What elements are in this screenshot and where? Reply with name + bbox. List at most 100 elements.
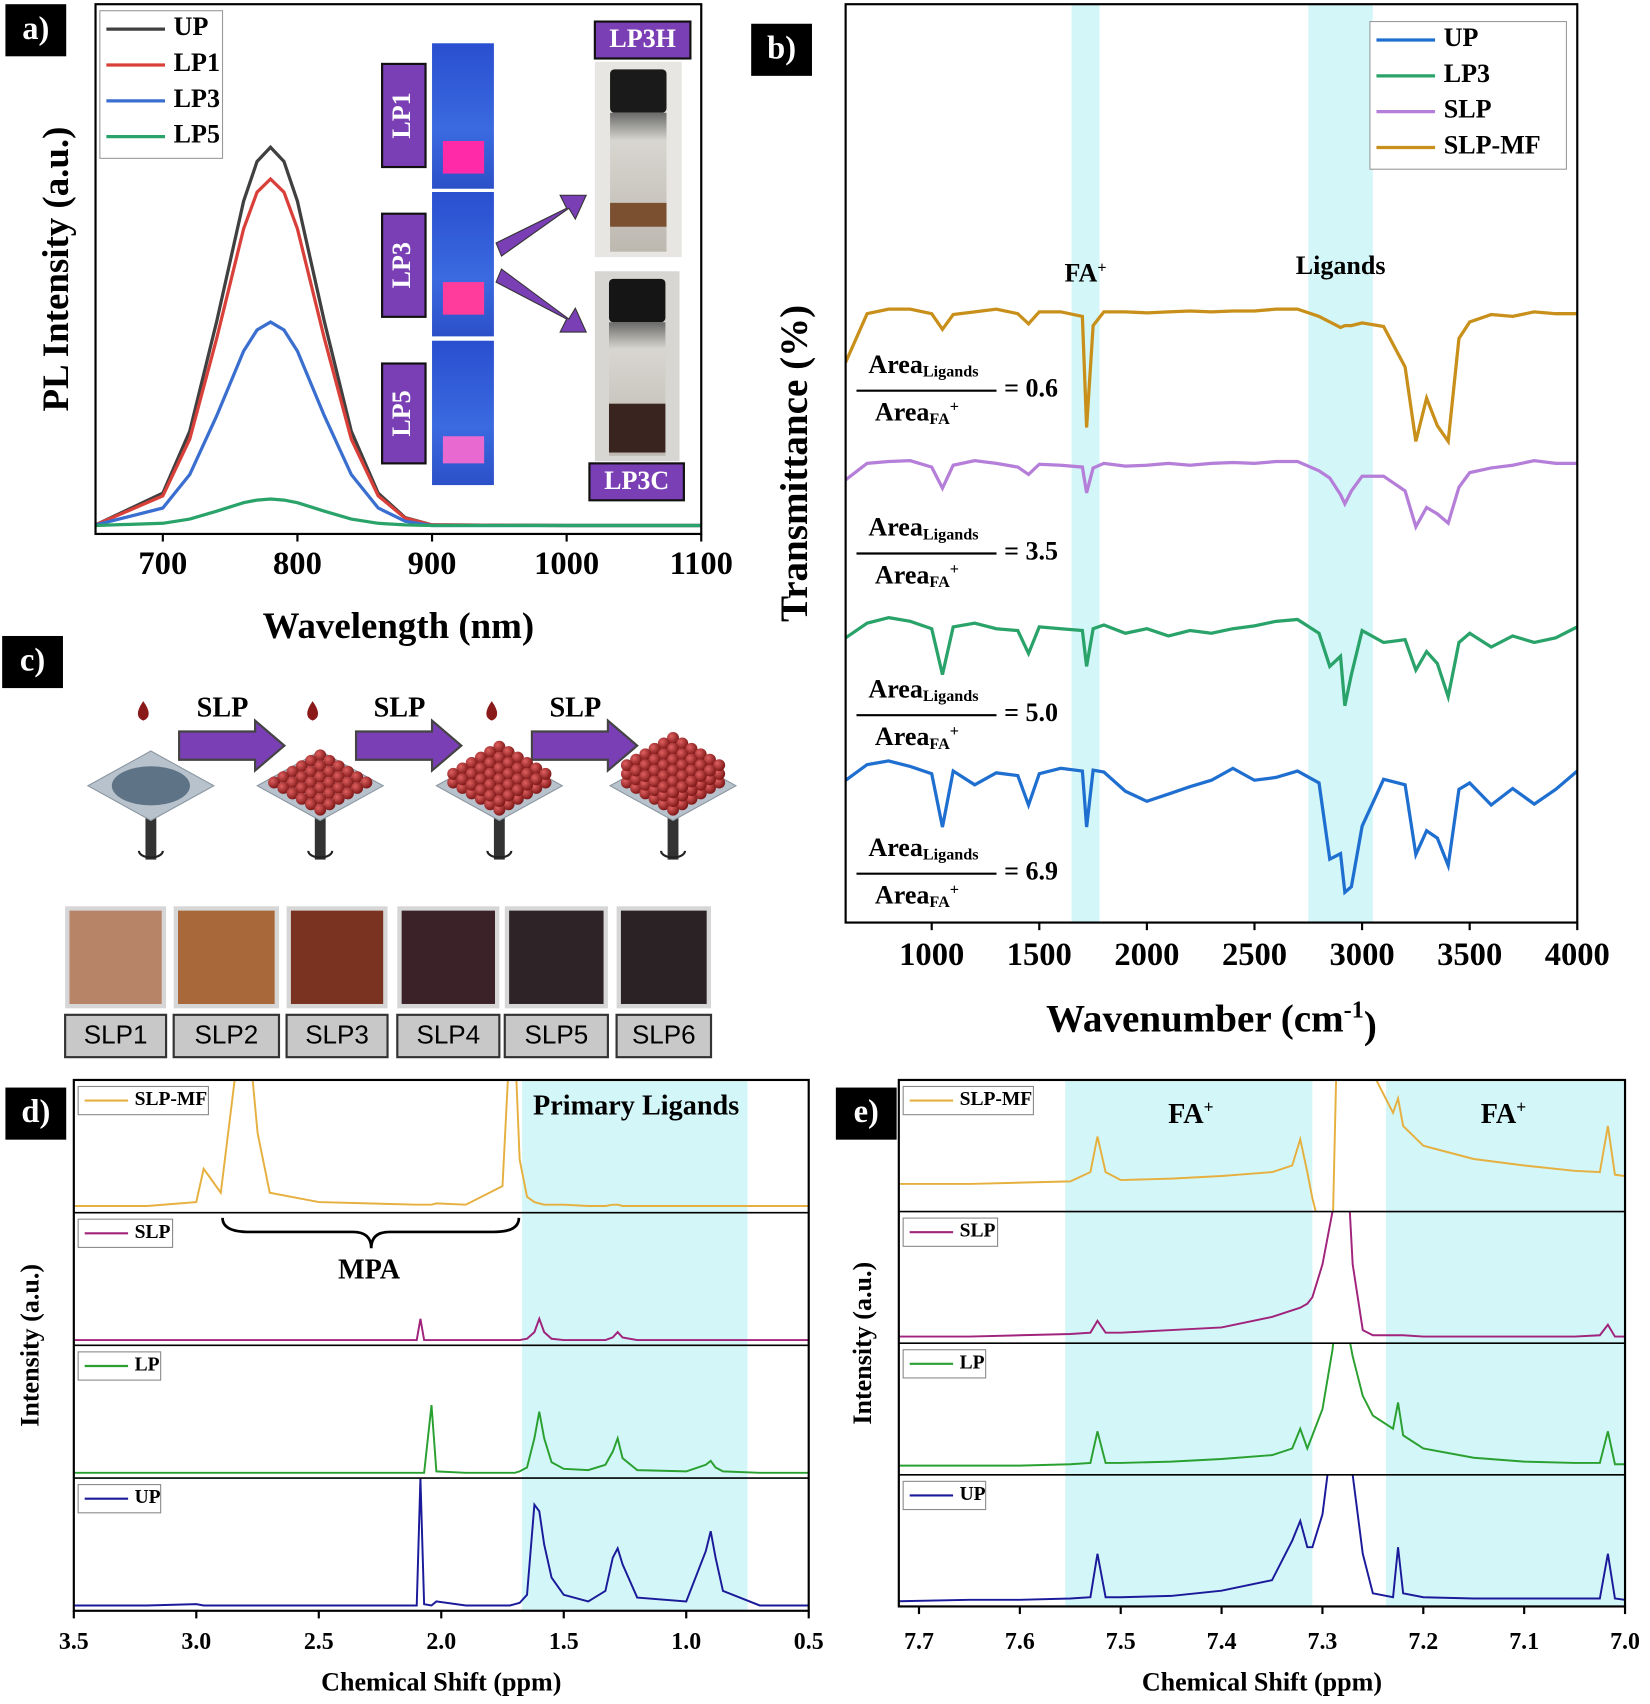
panel-label-box bbox=[5, 1087, 67, 1140]
ratio-denominator-part: + bbox=[950, 723, 959, 740]
panel-label: b) bbox=[767, 30, 796, 66]
nanocrystal bbox=[676, 780, 689, 793]
series-line bbox=[845, 615, 1578, 707]
drop bbox=[307, 701, 319, 721]
nanocrystal bbox=[530, 773, 543, 786]
ratio-value: = 5.0 bbox=[1004, 698, 1058, 727]
nanocrystal bbox=[620, 776, 633, 789]
spin-arrow bbox=[486, 850, 513, 859]
panel-label: c) bbox=[20, 643, 45, 679]
spin-arrow bbox=[137, 850, 164, 859]
nanocrystal bbox=[639, 748, 652, 761]
nanocrystal bbox=[539, 767, 552, 780]
ratio-denominator-part: Area bbox=[875, 881, 930, 910]
nanocrystal bbox=[657, 759, 670, 772]
nanocrystal bbox=[456, 773, 469, 786]
y-axis-label: Transmittance (%) bbox=[773, 305, 816, 622]
sample-film bbox=[620, 910, 707, 1004]
legend-label: SLP bbox=[960, 1221, 996, 1242]
nanocrystal bbox=[713, 759, 726, 772]
annotation: Primary Ligands bbox=[533, 1091, 739, 1122]
x-tick-label: 3.5 bbox=[59, 1629, 89, 1655]
nanocrystal bbox=[295, 771, 308, 784]
nanocrystal bbox=[521, 757, 533, 769]
nanocrystal bbox=[465, 767, 478, 780]
nanocrystal bbox=[286, 787, 299, 800]
nanocrystal bbox=[685, 742, 698, 755]
nanocrystal bbox=[657, 780, 670, 793]
nanocrystal bbox=[332, 771, 345, 784]
nanocrystal bbox=[648, 775, 661, 788]
x-tick-label: 800 bbox=[273, 546, 322, 582]
nanocrystal bbox=[493, 784, 506, 797]
annotation: FA+ bbox=[1481, 1097, 1527, 1130]
plot-frame bbox=[94, 3, 703, 536]
sample-label: SLP3 bbox=[305, 1019, 369, 1049]
step-arrow bbox=[530, 718, 639, 773]
sample-label-box bbox=[172, 1013, 281, 1059]
nanocrystal bbox=[630, 753, 643, 766]
ratio-numerator-part: Ligands bbox=[923, 846, 979, 863]
nanocrystal bbox=[694, 748, 707, 761]
nanocrystal bbox=[332, 792, 345, 805]
nanocrystal bbox=[630, 781, 643, 794]
legend-box bbox=[77, 1085, 209, 1116]
ratio-denominator-part: + bbox=[950, 881, 959, 898]
nanocrystal bbox=[447, 776, 460, 789]
ratio-numerator: AreaLigands bbox=[868, 833, 978, 863]
nanocrystal bbox=[685, 753, 698, 766]
x-tick-label: 1.0 bbox=[671, 1629, 701, 1655]
plot-frame bbox=[897, 1078, 1627, 1608]
nanocrystal bbox=[667, 753, 679, 766]
nanocrystal bbox=[484, 798, 497, 811]
ratio-numerator-part: Area bbox=[868, 350, 922, 379]
nanocrystal bbox=[447, 767, 460, 780]
legend-label: LP bbox=[960, 1352, 985, 1373]
legend-label: UP bbox=[135, 1487, 161, 1508]
nanocrystal bbox=[341, 765, 354, 778]
panel-label-box bbox=[835, 1087, 897, 1140]
nanocrystal bbox=[511, 792, 524, 805]
x-axis-label: Wavenumber (cm-1) bbox=[1046, 996, 1377, 1047]
nanocrystal bbox=[314, 792, 327, 805]
x-tick-label: 7.0 bbox=[1610, 1629, 1640, 1655]
nanocrystal bbox=[676, 759, 689, 772]
nanocrystal bbox=[639, 759, 652, 772]
legend-label: SLP bbox=[1444, 95, 1492, 124]
nanocrystal bbox=[474, 751, 487, 764]
nanocrystal bbox=[511, 773, 524, 786]
ratio-denominator-part: Area bbox=[875, 560, 930, 589]
ratio-denominator: AreaFA+ bbox=[875, 560, 959, 590]
chuck bbox=[493, 807, 505, 860]
nanocrystal bbox=[639, 778, 652, 791]
legend-box bbox=[1369, 21, 1567, 170]
nanocrystal bbox=[314, 781, 327, 794]
ratio-denominator: AreaFA+ bbox=[875, 722, 959, 752]
nanocrystal bbox=[667, 742, 679, 755]
vial-photos bbox=[432, 43, 682, 486]
sample-film bbox=[69, 910, 162, 1004]
annotation-part: FA bbox=[1481, 1099, 1517, 1130]
x-tick-label: 1000 bbox=[534, 546, 599, 582]
nanocrystal bbox=[648, 792, 661, 805]
inset-label: LP1 bbox=[387, 92, 416, 138]
nanocrystal bbox=[713, 776, 726, 789]
y-axis-label: Intensity (a.u.) bbox=[848, 1262, 877, 1425]
spin-arrow bbox=[307, 850, 334, 859]
y-axis-label: PL Intensity (a.u.) bbox=[35, 127, 77, 412]
nanocrystal bbox=[493, 795, 506, 807]
annotation-part: + bbox=[1097, 259, 1106, 276]
sample-film bbox=[401, 910, 495, 1004]
x-tick-label: 3.0 bbox=[181, 1629, 211, 1655]
nanocrystal bbox=[314, 771, 327, 784]
inset-label-box bbox=[588, 462, 685, 502]
nanocrystal bbox=[667, 775, 679, 788]
nanocrystal bbox=[484, 767, 497, 780]
panel-label-box bbox=[751, 23, 812, 76]
x-tick-label: 1500 bbox=[1007, 937, 1072, 973]
legend-box bbox=[99, 10, 224, 159]
nanocrystal bbox=[521, 767, 533, 780]
nanocrystal bbox=[474, 792, 487, 805]
film bbox=[111, 766, 190, 806]
nanocrystal bbox=[314, 803, 327, 816]
